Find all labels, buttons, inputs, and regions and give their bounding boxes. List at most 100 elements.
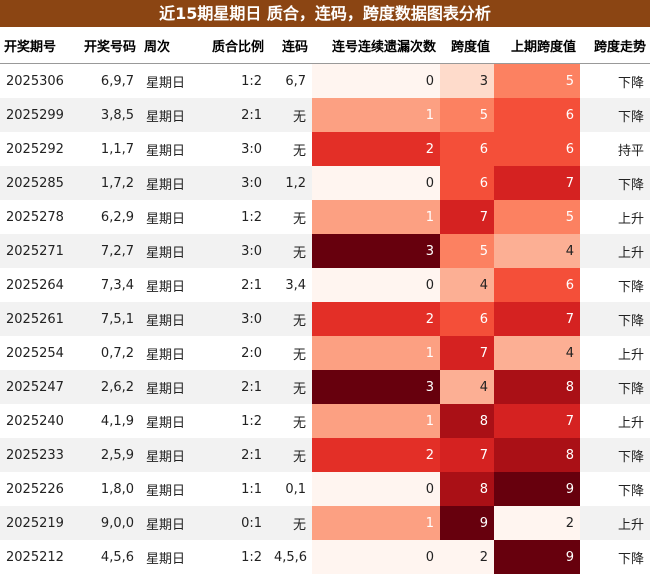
heat-cell: 6 [494, 132, 580, 166]
table-cell: 下降 [617, 75, 644, 91]
table-row: 2025278 6,2,9 星期日 1:2 无 1 7 5 上升 [0, 200, 650, 234]
heat-cell: 2 [312, 302, 440, 336]
table-cell: 星期日 [140, 438, 200, 472]
table-row: 2025247 2,6,2 星期日 2:1 无 3 4 8 下降 [0, 370, 650, 404]
heat-cell: 0 [312, 472, 440, 506]
heat-cell: 0 [312, 166, 440, 200]
heat-cell: 4 [494, 234, 580, 268]
table-cell: 1:2 [241, 73, 262, 89]
table-cell: 2025299 [0, 98, 73, 132]
table-cell: 无 [292, 211, 306, 227]
table-cell: 1,7,2 [73, 166, 140, 200]
heat-cell: 7 [440, 438, 494, 472]
table-cell: 2025271 [0, 234, 73, 268]
table-cell: 0,1 [285, 481, 306, 497]
heat-cell: 8 [494, 438, 580, 472]
table-cell: 无 [292, 347, 306, 363]
heat-cell: 7 [494, 166, 580, 200]
column-header: 连码 [268, 27, 312, 64]
data-table: 开奖期号 开奖号码 周次 质合比例 连码 连号连续遗漏次数 跨度值 上期跨度值 跨度走势 202… [0, 27, 650, 574]
table-cell: 2025233 [0, 438, 73, 472]
heat-cell: 5 [440, 234, 494, 268]
table-row: 2025233 2,5,9 星期日 2:1 无 2 7 8 下降 [0, 438, 650, 472]
table-cell: 上升 [617, 347, 644, 363]
table-cell: 无 [268, 370, 312, 404]
heat-cell: 5 [494, 200, 580, 234]
table-cell: 2025285 [0, 166, 73, 200]
table-cell: 上升 [617, 211, 644, 227]
table-cell: 4,5,6 [100, 549, 134, 565]
table-cell: 无 [268, 438, 312, 472]
column-header: 开奖期号 [0, 27, 73, 64]
table-cell: 2025264 [6, 277, 64, 293]
title: 近15期星期日 质合，连码，跨度数据图表分析 [0, 0, 650, 27]
table-cell: 下降 [617, 551, 644, 567]
column-header: 跨度走势 [580, 27, 650, 64]
table-cell: 1:2 [241, 549, 262, 565]
table-cell: 1,1,7 [100, 141, 134, 157]
table-cell: 2025254 [6, 345, 64, 361]
table-cell: 2,6,2 [73, 370, 140, 404]
table-cell: 2025219 [0, 506, 73, 540]
table-cell: 下降 [617, 483, 644, 499]
heat-cell: 2 [312, 438, 440, 472]
heat-cell: 2 [440, 540, 494, 574]
heat-cell: 9 [494, 540, 580, 574]
table-cell: 3,8,5 [73, 98, 140, 132]
table-row: 2025264 7,3,4 星期日 2:1 3,4 0 4 6 下降 [0, 268, 650, 302]
heat-cell: 0 [312, 63, 440, 98]
table-cell: 下降 [580, 166, 650, 200]
table-cell: 2:1 [200, 370, 268, 404]
table-cell: 1:2 [241, 413, 262, 429]
table-cell: 4,1,9 [100, 413, 134, 429]
heat-cell: 1 [312, 404, 440, 438]
heat-cell: 6 [494, 268, 580, 302]
table-cell: 星期日 [140, 234, 200, 268]
table-cell: 2025212 [6, 549, 64, 565]
table-cell: 3:0 [200, 166, 268, 200]
table-cell: 6,9,7 [100, 73, 134, 89]
column-header: 开奖号码 [73, 27, 140, 64]
table-cell: 星期日 [140, 166, 200, 200]
table-cell: 无 [292, 415, 306, 431]
heat-cell: 8 [440, 472, 494, 506]
table-cell: 3:0 [200, 234, 268, 268]
heat-cell: 4 [494, 336, 580, 370]
heat-cell: 5 [440, 98, 494, 132]
table-cell: 7,2,7 [73, 234, 140, 268]
table-cell: 1,2 [268, 166, 312, 200]
column-header: 跨度值 [440, 27, 494, 64]
table-row: 2025271 7,2,7 星期日 3:0 无 3 5 4 上升 [0, 234, 650, 268]
table-row: 2025254 0,7,2 星期日 2:0 无 1 7 4 上升 [0, 336, 650, 370]
table-cell: 6,2,9 [100, 209, 134, 225]
table-cell: 下降 [580, 370, 650, 404]
table-cell: 3,4 [285, 277, 306, 293]
table-cell: 星期日 [146, 483, 186, 499]
heat-cell: 6 [494, 98, 580, 132]
column-header: 连号连续遗漏次数 [312, 27, 440, 64]
table-cell: 星期日 [140, 302, 200, 336]
table-row: 2025292 1,1,7 星期日 3:0 无 2 6 6 持平 [0, 132, 650, 166]
heat-cell: 7 [440, 336, 494, 370]
table-cell: 星期日 [146, 415, 186, 431]
table-cell: 2025278 [6, 209, 64, 225]
table-cell: 星期日 [146, 75, 186, 91]
heat-cell: 6 [440, 166, 494, 200]
table-cell: 2025240 [6, 413, 64, 429]
table-row: 2025285 1,7,2 星期日 3:0 1,2 0 6 7 下降 [0, 166, 650, 200]
table-cell: 2:1 [200, 98, 268, 132]
heat-cell: 1 [312, 336, 440, 370]
heat-cell: 6 [440, 302, 494, 336]
heat-cell: 4 [440, 370, 494, 404]
table-cell: 2:1 [241, 277, 262, 293]
table-cell: 星期日 [146, 279, 186, 295]
table-cell: 2:1 [200, 438, 268, 472]
table-cell: 2:0 [241, 345, 262, 361]
table-cell: 无 [268, 234, 312, 268]
heat-cell: 0 [312, 268, 440, 302]
table-cell: 2025261 [0, 302, 73, 336]
heat-cell: 3 [312, 234, 440, 268]
table-cell: 下降 [580, 438, 650, 472]
table-cell: 上升 [580, 234, 650, 268]
heat-cell: 1 [312, 200, 440, 234]
